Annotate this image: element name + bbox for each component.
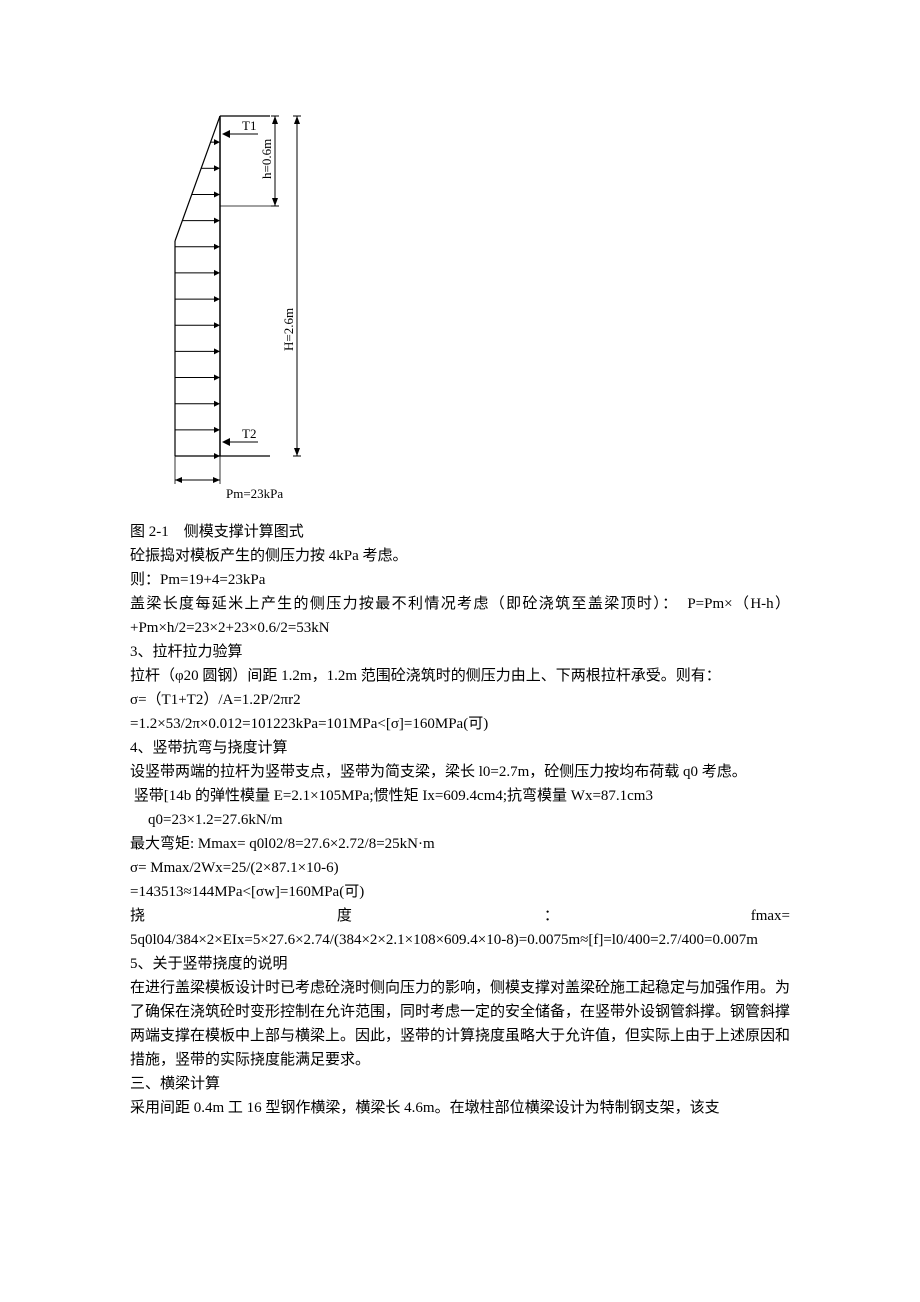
heading-3: 3、拉杆拉力验算 bbox=[130, 640, 790, 664]
para-vibration: 砼振捣对模板产生的侧压力按 4kPa 考虑。 bbox=[130, 544, 790, 568]
heading-4: 4、竖带抗弯与挠度计算 bbox=[130, 736, 790, 760]
heading-beam: 三、横梁计算 bbox=[130, 1072, 790, 1096]
svg-text:H=2.6m: H=2.6m bbox=[281, 308, 296, 351]
diagram-svg: T1 T2 h=0.6m H=2.6m Pm=23kPa bbox=[160, 110, 330, 505]
pressure-diagram: T1 T2 h=0.6m H=2.6m Pm=23kPa bbox=[160, 110, 790, 510]
para-lateral: 盖梁长度每延米上产生的侧压力按最不利情况考虑（即砼浇筑至盖梁顶时）： P=Pm×… bbox=[130, 592, 790, 640]
eq-mmax: 最大弯矩: Mmax= q0l02/8=27.6×2.72/8=25kN·m bbox=[130, 832, 790, 856]
para-beam: 设竖带两端的拉杆为竖带支点，竖带为简支梁，梁长 l0=2.7m，砼侧压力按均布荷… bbox=[130, 760, 790, 784]
eq-sigma2b: =143513≈144MPa<[σw]=160MPa(可) bbox=[130, 880, 790, 904]
svg-text:T2: T2 bbox=[242, 426, 256, 441]
page: T1T2h=0.6mH=2.6mPm=23kPa 图 2-1 侧模支撑计算图式 … bbox=[0, 0, 920, 1180]
para-crossbeam: 采用间距 0.4m 工 16 型钢作横梁，横梁长 4.6m。在墩柱部位横梁设计为… bbox=[130, 1096, 790, 1120]
char-du: 度 bbox=[337, 904, 352, 928]
svg-text:Pm=23kPa: Pm=23kPa bbox=[226, 486, 283, 501]
material-text: 竖带[14b 的弹性模量 E=2.1×105MPa;惯性矩 Ix=609.4cm… bbox=[134, 788, 653, 804]
char-nao: 挠 bbox=[130, 904, 145, 928]
para-explain: 在进行盖梁模板设计时已考虑砼浇时侧向压力的影响，侧模支撑对盖梁砼施工起稳定与加强… bbox=[130, 976, 790, 1072]
eq-sigma2: σ= Mmax/2Wx=25/(2×87.1×10-6) bbox=[130, 856, 790, 880]
char-fmax: fmax= bbox=[751, 904, 790, 928]
eq-deflection-label: 挠 度 ： fmax= bbox=[130, 904, 790, 928]
eq-sigma1: σ=（T1+T2）/A=1.2P/2πr2 bbox=[130, 688, 790, 712]
para-material: 竖带[14b 的弹性模量 E=2.1×105MPa;惯性矩 Ix=609.4cm… bbox=[130, 784, 790, 808]
para-pm: 则：Pm=19+4=23kPa bbox=[130, 568, 790, 592]
svg-text:T1: T1 bbox=[242, 118, 256, 133]
char-colon: ： bbox=[544, 904, 559, 928]
heading-5: 5、关于竖带挠度的说明 bbox=[130, 952, 790, 976]
figure-caption: 图 2-1 侧模支撑计算图式 bbox=[130, 520, 790, 544]
eq-q0: q0=23×1.2=27.6kN/m bbox=[130, 808, 790, 832]
svg-text:h=0.6m: h=0.6m bbox=[259, 139, 274, 179]
eq-deflection: 5q0l04/384×2×EIx=5×27.6×2.74/(384×2×2.1×… bbox=[130, 928, 790, 952]
eq-sigma1b: =1.2×53/2π×0.012=101223kPa=101MPa<[σ]=16… bbox=[130, 712, 790, 736]
para-tiebar: 拉杆（φ20 圆钢）间距 1.2m，1.2m 范围砼浇筑时的侧压力由上、下两根拉… bbox=[130, 664, 790, 688]
